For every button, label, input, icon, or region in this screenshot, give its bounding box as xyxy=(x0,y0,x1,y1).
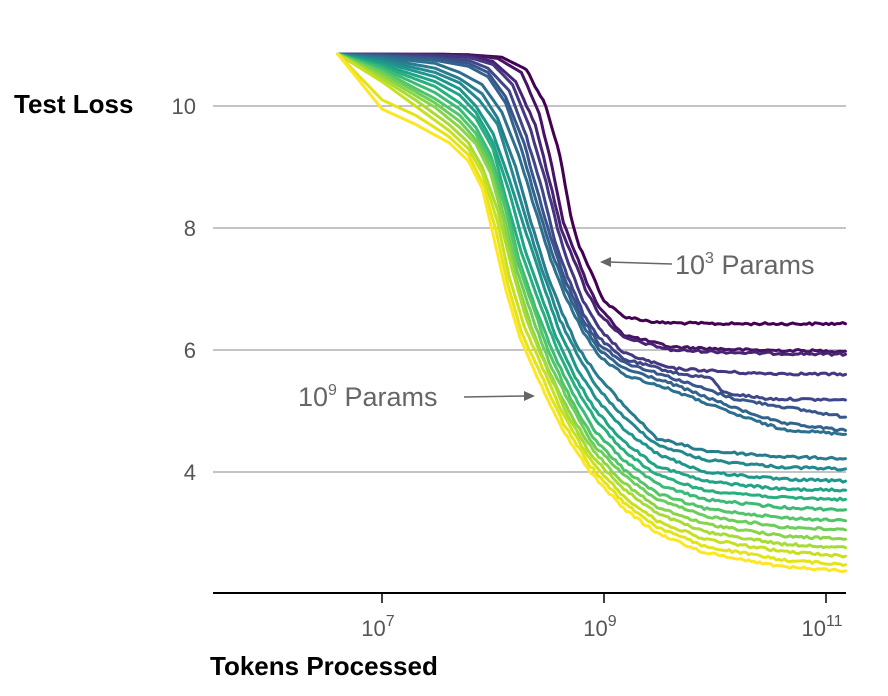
series-line-10 xyxy=(336,52,847,484)
annotation-large-model: 109 Params xyxy=(298,382,535,412)
series-line-16 xyxy=(336,52,847,541)
x-ticks: 107 109 1011 xyxy=(361,593,843,641)
series-line-9 xyxy=(336,52,847,472)
series-line-14 xyxy=(336,52,847,523)
annotation-small-arrowhead xyxy=(600,257,611,267)
x-tick-label: 109 xyxy=(583,613,616,641)
series-line-19 xyxy=(336,52,847,567)
annotation-small-arrow-line xyxy=(607,261,673,265)
annotation-small-label: 103 Params xyxy=(675,250,814,280)
annotation-small-model: 103 Params xyxy=(600,250,814,280)
series-layer xyxy=(336,52,847,574)
series-line-6 xyxy=(336,52,847,433)
x-tick-label: 107 xyxy=(361,613,394,641)
series-line-11 xyxy=(336,52,847,493)
y-tick-label: 4 xyxy=(184,460,196,485)
series-line-20 xyxy=(336,52,847,574)
y-ticks: 10 8 6 4 xyxy=(172,94,196,485)
annotation-large-arrowhead xyxy=(524,391,535,401)
x-axis-label: Tokens Processed xyxy=(210,651,438,681)
series-line-12 xyxy=(336,52,847,502)
y-tick-label: 6 xyxy=(184,338,196,363)
y-tick-label: 10 xyxy=(172,94,196,119)
series-line-13 xyxy=(336,52,847,512)
series-line-8 xyxy=(336,52,847,461)
series-line-7 xyxy=(336,52,847,436)
y-tick-label: 8 xyxy=(184,216,196,241)
series-line-17 xyxy=(336,52,847,550)
series-line-15 xyxy=(336,52,847,532)
series-line-5 xyxy=(336,52,847,419)
series-line-3 xyxy=(336,52,847,377)
y-axis-label: Test Loss xyxy=(14,89,133,119)
x-tick-label: 1011 xyxy=(801,613,842,641)
series-line-18 xyxy=(336,52,847,559)
annotation-large-label: 109 Params xyxy=(298,382,437,412)
annotation-large-arrow-line xyxy=(463,395,527,398)
